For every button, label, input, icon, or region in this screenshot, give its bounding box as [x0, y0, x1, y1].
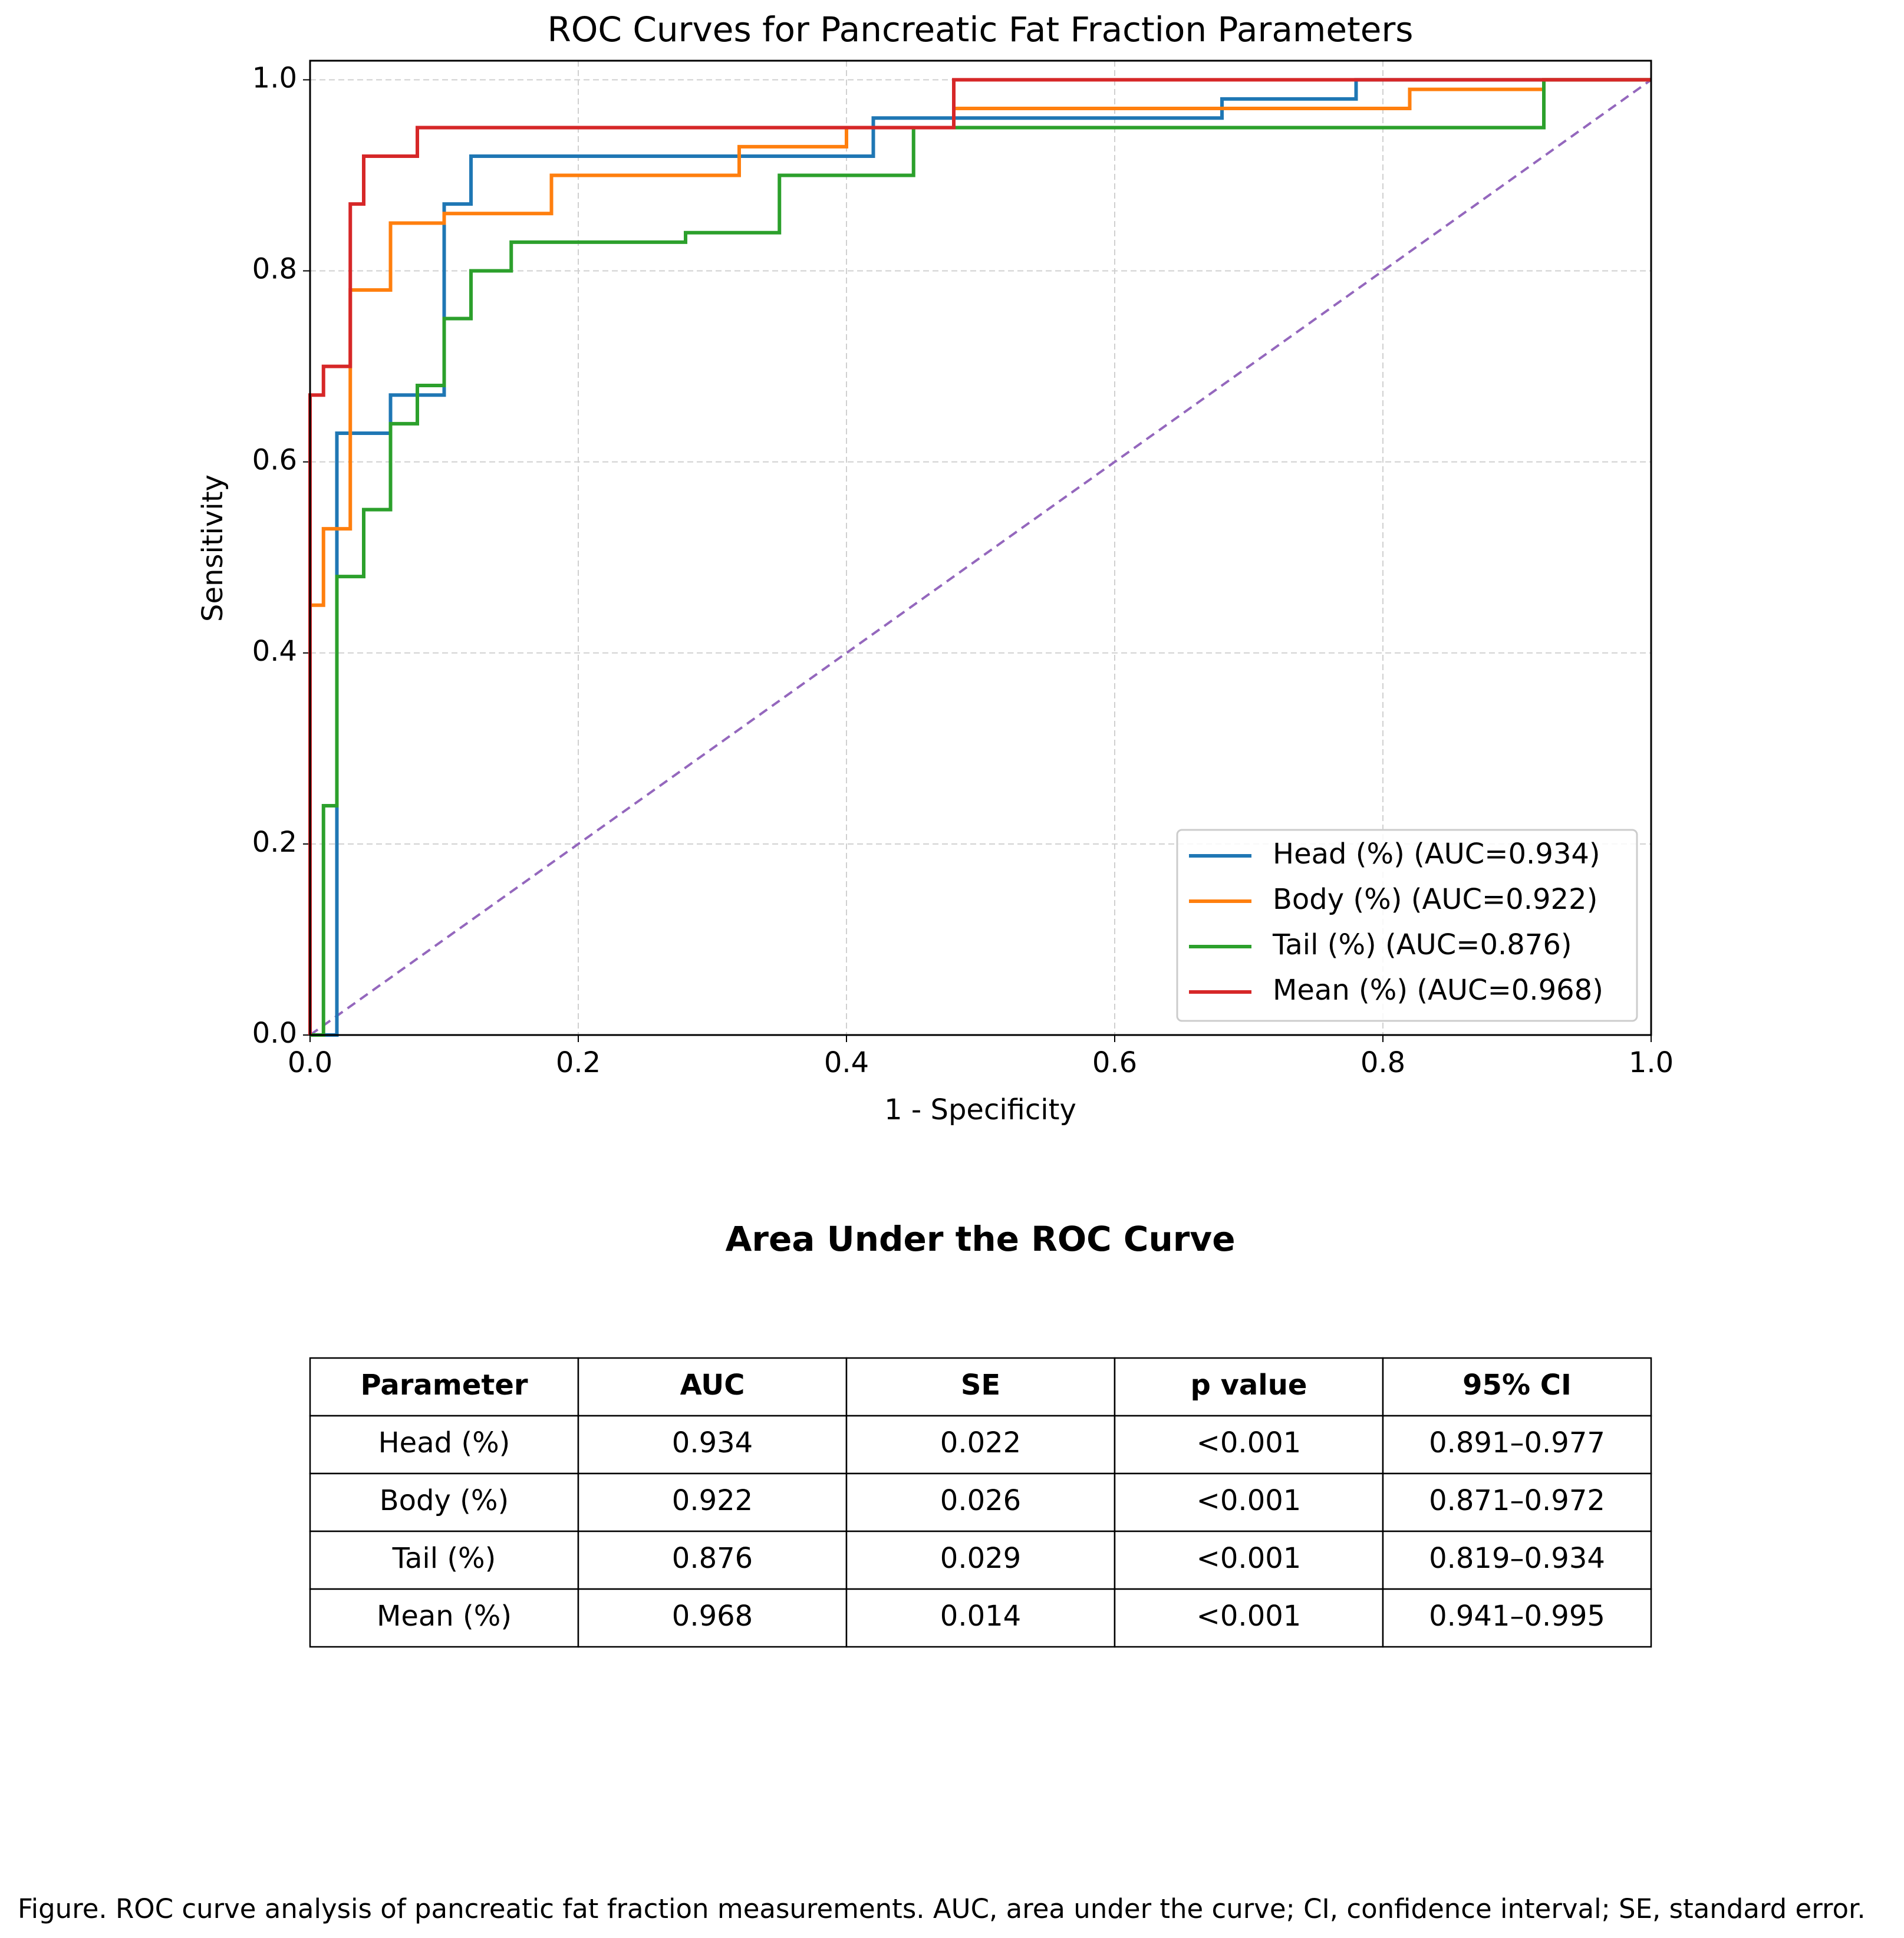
table-cell — [1382, 1357, 1652, 1417]
x-tick-label: 1.0 — [1629, 1046, 1674, 1079]
roc-line — [308, 78, 1651, 1035]
legend-label: Head (%) (AUC=0.934) — [1273, 838, 1600, 871]
reference-line — [309, 78, 1652, 1036]
legend-label: Mean (%) (AUC=0.968) — [1273, 974, 1603, 1007]
table-cell — [1114, 1415, 1384, 1475]
x-tick-label: 0.2 — [556, 1046, 601, 1079]
chart-title: ROC Curves for Pancreatic Fat Fraction P… — [547, 9, 1413, 50]
x-tick-label: 0.0 — [288, 1046, 332, 1079]
table-cell-text: 0.891–0.977 — [1429, 1426, 1605, 1459]
table-cell-text: 0.871–0.972 — [1429, 1484, 1605, 1517]
plot-frame — [309, 60, 1652, 1036]
y-tick-label: 0.4 — [252, 635, 297, 668]
table-header: AUC — [680, 1369, 745, 1402]
table-cell — [309, 1588, 579, 1648]
table-cell-text: 0.934 — [672, 1426, 753, 1459]
y-tick-label: 0.6 — [252, 444, 297, 477]
roc-line — [310, 78, 1651, 1037]
table-cell — [845, 1472, 1116, 1532]
table-cell — [1382, 1472, 1652, 1532]
y-tick-label: 0.8 — [252, 253, 297, 286]
table-cell — [845, 1415, 1116, 1475]
table-title: Area Under the ROC Curve — [725, 1219, 1235, 1259]
y-tick-label: 1.0 — [252, 61, 297, 94]
caption: Figure. ROC curve analysis of pancreatic… — [18, 1893, 1866, 1924]
table-cell — [1382, 1588, 1652, 1648]
roc-line — [308, 78, 1651, 1035]
table-cell-text: Body (%) — [380, 1484, 509, 1517]
table-cell — [845, 1530, 1116, 1590]
table-cell-text: <0.001 — [1197, 1484, 1302, 1517]
table-cell-text: 0.941–0.995 — [1429, 1600, 1605, 1633]
table-cell — [577, 1530, 848, 1590]
table-cell — [1114, 1530, 1384, 1590]
x-tick-label: 0.8 — [1361, 1046, 1405, 1079]
table-header: Parameter — [360, 1369, 528, 1402]
table-cell-text: Mean (%) — [377, 1600, 512, 1633]
table-cell — [577, 1472, 848, 1532]
table-cell-text: 0.022 — [940, 1426, 1021, 1459]
table-cell — [1114, 1588, 1384, 1648]
table-cell — [309, 1357, 579, 1417]
table-cell-text: Tail (%) — [392, 1542, 496, 1575]
table-cell-text: 0.819–0.934 — [1429, 1542, 1605, 1575]
table-cell — [1114, 1357, 1384, 1417]
table-cell — [309, 1530, 579, 1590]
legend-box — [1176, 829, 1638, 1022]
table-cell-text: <0.001 — [1197, 1600, 1302, 1633]
legend-label: Body (%) (AUC=0.922) — [1273, 883, 1597, 916]
table-cell — [1114, 1472, 1384, 1532]
x-tick-label: 0.6 — [1092, 1046, 1137, 1079]
table-header: 95% CI — [1462, 1369, 1572, 1402]
table-header: SE — [961, 1369, 1000, 1402]
table-cell-text: 0.922 — [672, 1484, 753, 1517]
table-cell-text: 0.876 — [672, 1542, 753, 1575]
table-cell-text: <0.001 — [1197, 1542, 1302, 1575]
table-cell-text: 0.014 — [940, 1600, 1021, 1633]
y-tick-label: 0.0 — [252, 1017, 297, 1050]
table-cell — [577, 1588, 848, 1648]
table-header: p value — [1191, 1369, 1307, 1402]
table-cell — [577, 1415, 848, 1475]
x-tick-label: 0.4 — [824, 1046, 869, 1079]
table-cell-text: Head (%) — [378, 1426, 510, 1459]
x-axis-label: 1 - Specificity — [884, 1093, 1076, 1126]
roc-line — [310, 78, 1651, 1037]
table-cell-text: <0.001 — [1197, 1426, 1302, 1459]
table-cell-text: 0.968 — [672, 1600, 753, 1633]
table-cell-text: 0.029 — [940, 1542, 1021, 1575]
legend-label: Tail (%) (AUC=0.876) — [1272, 928, 1572, 961]
y-axis-label: Sensitivity — [196, 474, 229, 622]
y-tick-label: 0.2 — [252, 826, 297, 859]
table-cell — [1382, 1415, 1652, 1475]
table-cell-text: 0.026 — [940, 1484, 1021, 1517]
table-cell — [577, 1357, 848, 1417]
table-cell — [309, 1415, 579, 1475]
table-cell — [309, 1472, 579, 1532]
